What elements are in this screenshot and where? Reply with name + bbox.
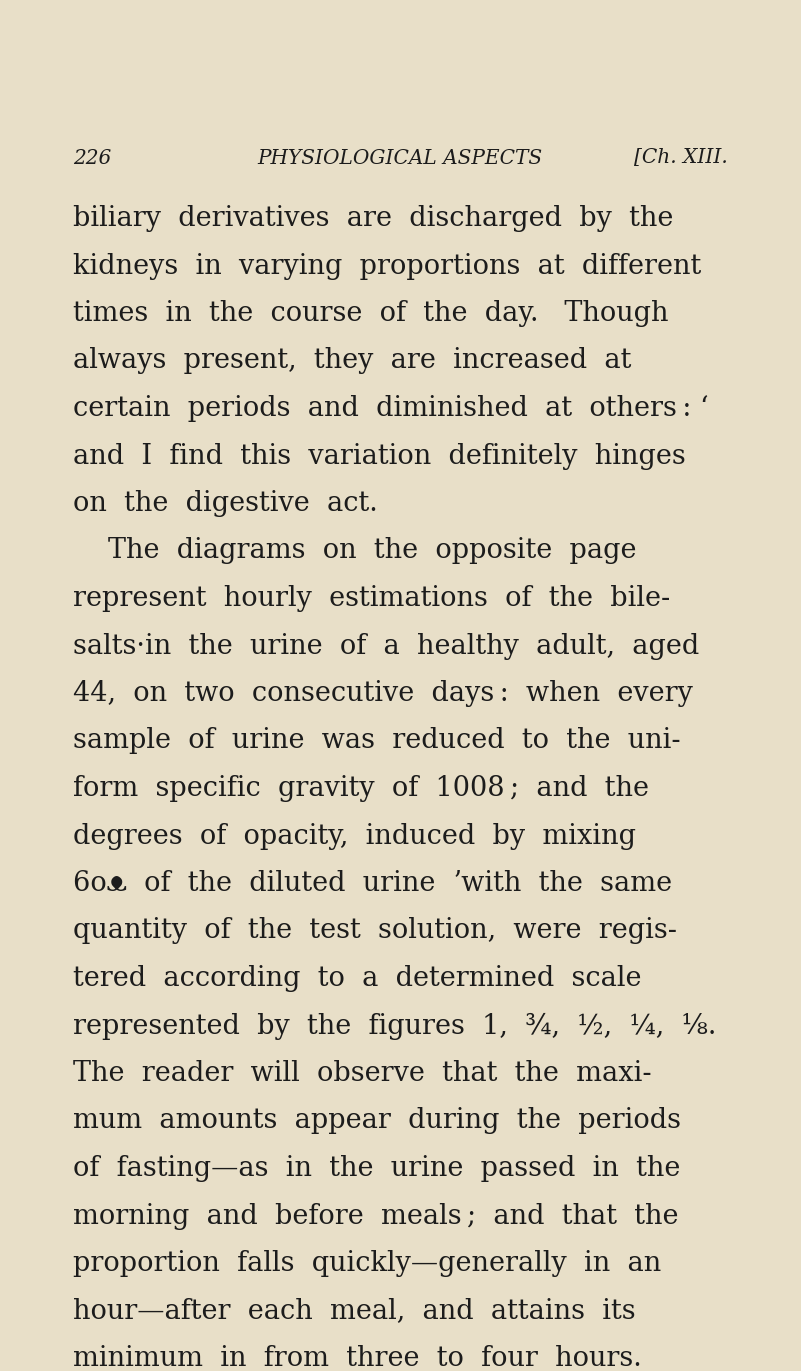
Text: [Ch. XIII.: [Ch. XIII. — [634, 148, 728, 167]
Text: represent  hourly  estimations  of  the  bile-: represent hourly estimations of the bile… — [73, 585, 670, 611]
Text: mum  amounts  appear  during  the  periods: mum amounts appear during the periods — [73, 1108, 681, 1134]
Text: form  specific  gravity  of  1008 ;  and  the: form specific gravity of 1008 ; and the — [73, 775, 649, 802]
Text: tered  according  to  a  determined  scale: tered according to a determined scale — [73, 965, 642, 993]
Text: 6oᴥ  of  the  diluted  urine  ʼwith  the  same: 6oᴥ of the diluted urine ʼwith the same — [73, 871, 672, 897]
Text: certain  periods  and  diminished  at  others : ‘: certain periods and diminished at others… — [73, 395, 709, 422]
Text: morning  and  before  meals ;  and  that  the: morning and before meals ; and that the — [73, 1202, 678, 1230]
Text: on  the  digestive  act.: on the digestive act. — [73, 489, 378, 517]
Text: biliary  derivatives  are  discharged  by  the: biliary derivatives are discharged by th… — [73, 206, 674, 232]
Text: hour—after  each  meal,  and  attains  its: hour—after each meal, and attains its — [73, 1297, 636, 1324]
Text: represented  by  the  figures  1,  ¾,  ½,  ¼,  ⅛.: represented by the figures 1, ¾, ½, ¼, ⅛… — [73, 1013, 716, 1039]
Text: PHYSIOLOGICAL ASPECTS: PHYSIOLOGICAL ASPECTS — [257, 148, 542, 167]
Text: times  in  the  course  of  the  day.   Though: times in the course of the day. Though — [73, 300, 669, 328]
Text: degrees  of  opacity,  induced  by  mixing: degrees of opacity, induced by mixing — [73, 823, 636, 850]
Text: always  present,  they  are  increased  at: always present, they are increased at — [73, 347, 631, 374]
Text: sample  of  urine  was  reduced  to  the  uni-: sample of urine was reduced to the uni- — [73, 728, 681, 754]
Text: The  diagrams  on  the  opposite  page: The diagrams on the opposite page — [108, 537, 637, 565]
Text: The  reader  will  observe  that  the  maxi-: The reader will observe that the maxi- — [73, 1060, 652, 1087]
Text: 44,  on  two  consecutive  days :  when  every: 44, on two consecutive days : when every — [73, 680, 693, 707]
Text: of  fasting—as  in  the  urine  passed  in  the: of fasting—as in the urine passed in the — [73, 1154, 680, 1182]
Text: kidneys  in  varying  proportions  at  different: kidneys in varying proportions at differ… — [73, 252, 701, 280]
Text: salts·in  the  urine  of  a  healthy  adult,  aged: salts·in the urine of a healthy adult, a… — [73, 632, 699, 659]
Text: minimum  in  from  three  to  four  hours.: minimum in from three to four hours. — [73, 1345, 642, 1371]
Text: proportion  falls  quickly—generally  in  an: proportion falls quickly—generally in an — [73, 1250, 662, 1276]
Text: and  I  find  this  variation  definitely  hinges: and I find this variation definitely hin… — [73, 443, 686, 469]
Text: 226: 226 — [73, 148, 111, 167]
Text: quantity  of  the  test  solution,  were  regis-: quantity of the test solution, were regi… — [73, 917, 677, 945]
